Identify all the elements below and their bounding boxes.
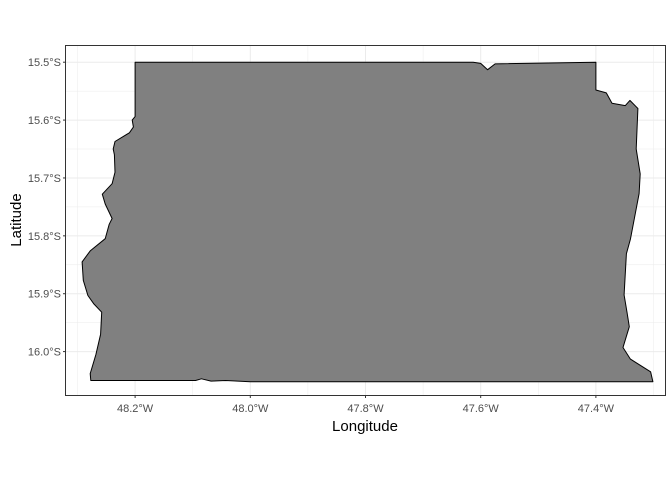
x-tick-label: 47.4°W (578, 403, 615, 415)
y-axis-ticks: 15.5°S 15.6°S 15.7°S 15.8°S 15.9°S 16.0°S (28, 57, 66, 359)
x-axis-title: Longitude (332, 418, 398, 435)
x-tick-label: 48.2°W (117, 403, 154, 415)
x-tick-label: 48.0°W (232, 403, 269, 415)
y-axis-title: Latitude (8, 193, 25, 246)
region-polygon (81, 61, 654, 383)
y-tick-label: 15.8°S (28, 231, 61, 243)
x-tick-label: 47.8°W (347, 403, 384, 415)
y-tick-label: 15.7°S (28, 173, 61, 185)
x-axis-ticks: 48.2°W 48.0°W 47.8°W 47.6°W 47.4°W (117, 395, 615, 415)
y-tick-label: 15.6°S (28, 115, 61, 127)
x-tick-label: 47.6°W (463, 403, 500, 415)
y-tick-label: 16.0°S (28, 347, 61, 359)
y-tick-label: 15.9°S (28, 289, 61, 301)
y-tick-label: 15.5°S (28, 57, 61, 69)
